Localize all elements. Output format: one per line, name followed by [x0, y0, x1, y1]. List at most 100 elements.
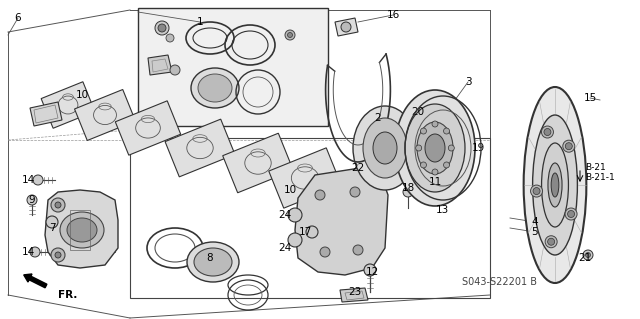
- Circle shape: [403, 187, 413, 197]
- Bar: [138, 8, 328, 126]
- Text: 2: 2: [374, 113, 381, 123]
- Circle shape: [155, 21, 169, 35]
- Circle shape: [586, 253, 591, 257]
- Text: 1: 1: [196, 17, 204, 27]
- Circle shape: [288, 208, 302, 222]
- Ellipse shape: [541, 143, 568, 227]
- Text: 3: 3: [465, 77, 471, 87]
- Circle shape: [448, 145, 454, 151]
- Polygon shape: [295, 168, 388, 275]
- Ellipse shape: [363, 118, 407, 178]
- Circle shape: [531, 185, 543, 197]
- Text: 18: 18: [401, 183, 415, 193]
- Text: 8: 8: [207, 253, 213, 263]
- Ellipse shape: [187, 242, 239, 282]
- Bar: [130, 138, 490, 298]
- Text: 4: 4: [532, 217, 538, 227]
- Text: 21: 21: [579, 253, 591, 263]
- Ellipse shape: [405, 104, 465, 192]
- Text: 14: 14: [21, 175, 35, 185]
- Text: 24: 24: [278, 210, 292, 220]
- Ellipse shape: [425, 134, 445, 162]
- Circle shape: [55, 202, 61, 208]
- Polygon shape: [41, 82, 95, 128]
- Circle shape: [288, 233, 302, 247]
- Circle shape: [420, 128, 426, 134]
- Circle shape: [544, 129, 551, 136]
- Text: 16: 16: [387, 10, 399, 20]
- Circle shape: [416, 145, 422, 151]
- Polygon shape: [340, 288, 368, 302]
- Circle shape: [27, 195, 37, 205]
- Text: 10: 10: [284, 185, 296, 195]
- Circle shape: [565, 143, 572, 150]
- Circle shape: [320, 247, 330, 257]
- Circle shape: [353, 245, 363, 255]
- FancyArrow shape: [24, 274, 47, 288]
- Polygon shape: [45, 190, 118, 268]
- Circle shape: [315, 190, 325, 200]
- Polygon shape: [269, 148, 341, 208]
- Ellipse shape: [417, 122, 453, 174]
- Circle shape: [568, 211, 575, 218]
- Text: 22: 22: [351, 163, 365, 173]
- Circle shape: [533, 188, 540, 195]
- Circle shape: [444, 128, 449, 134]
- Text: 12: 12: [365, 267, 379, 277]
- Polygon shape: [74, 90, 136, 140]
- Circle shape: [46, 216, 58, 228]
- Text: 6: 6: [15, 13, 21, 23]
- Circle shape: [432, 169, 438, 175]
- Circle shape: [341, 22, 351, 32]
- Circle shape: [545, 236, 557, 248]
- Polygon shape: [165, 119, 235, 177]
- Polygon shape: [30, 102, 62, 126]
- Circle shape: [583, 250, 593, 260]
- Circle shape: [285, 30, 295, 40]
- Text: 15: 15: [584, 93, 596, 103]
- Ellipse shape: [551, 173, 559, 197]
- Ellipse shape: [198, 74, 232, 102]
- Text: 19: 19: [472, 143, 484, 153]
- Text: 13: 13: [435, 205, 449, 215]
- Circle shape: [548, 238, 555, 245]
- Text: 24: 24: [278, 243, 292, 253]
- Circle shape: [51, 198, 65, 212]
- Ellipse shape: [191, 68, 239, 108]
- Circle shape: [158, 24, 166, 32]
- Circle shape: [444, 162, 449, 168]
- Circle shape: [51, 248, 65, 262]
- Circle shape: [33, 175, 43, 185]
- Circle shape: [541, 126, 554, 138]
- Text: 23: 23: [348, 287, 362, 297]
- Text: B-21-1: B-21-1: [585, 174, 615, 182]
- Polygon shape: [223, 133, 293, 193]
- Text: 5: 5: [532, 227, 538, 237]
- Ellipse shape: [60, 212, 104, 248]
- Circle shape: [306, 226, 318, 238]
- Circle shape: [350, 187, 360, 197]
- Circle shape: [166, 34, 174, 42]
- Text: S043-S22201 B: S043-S22201 B: [463, 277, 538, 287]
- Text: 9: 9: [29, 195, 35, 205]
- Ellipse shape: [548, 163, 562, 207]
- Ellipse shape: [353, 106, 417, 190]
- Ellipse shape: [373, 132, 397, 164]
- Circle shape: [30, 247, 40, 257]
- Circle shape: [432, 121, 438, 127]
- Circle shape: [563, 140, 575, 152]
- Text: 17: 17: [298, 227, 312, 237]
- Circle shape: [364, 264, 376, 276]
- Ellipse shape: [67, 218, 97, 242]
- Text: 7: 7: [49, 223, 55, 233]
- Ellipse shape: [524, 87, 586, 283]
- Text: 10: 10: [76, 90, 88, 100]
- Polygon shape: [115, 101, 180, 155]
- Ellipse shape: [532, 115, 577, 255]
- Circle shape: [287, 33, 292, 38]
- Circle shape: [425, 180, 435, 190]
- Text: 20: 20: [412, 107, 424, 117]
- Polygon shape: [148, 55, 172, 75]
- Circle shape: [55, 252, 61, 258]
- Circle shape: [170, 65, 180, 75]
